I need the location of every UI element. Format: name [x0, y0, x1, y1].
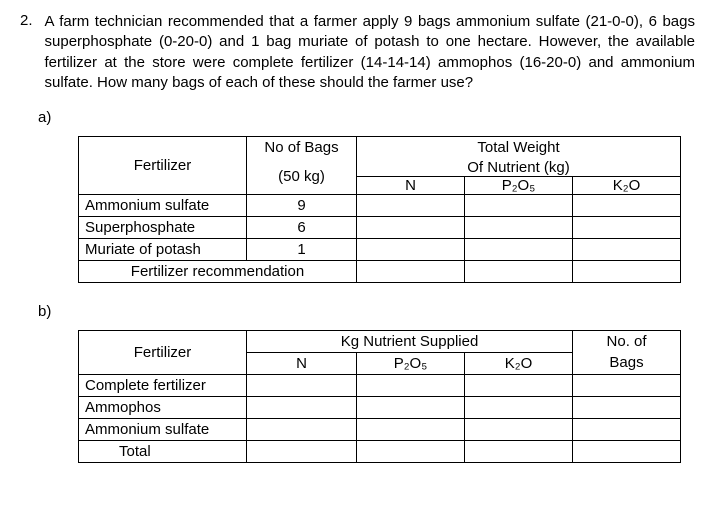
cell-k [573, 238, 681, 260]
hdr-n: N [357, 177, 465, 194]
footer-label: Fertilizer recommendation [79, 260, 357, 282]
cell-k [465, 374, 573, 396]
cell-p [357, 440, 465, 462]
table-b-wrap: Fertilizer Kg Nutrient Supplied No. of N… [78, 330, 695, 463]
cell-p [357, 418, 465, 440]
table-a-header-row1: Fertilizer No of Bags Total Weight [79, 137, 681, 159]
footer-label: Total [79, 440, 247, 462]
cell-n [247, 418, 357, 440]
hdr-k2o: K₂O [573, 177, 680, 194]
problem-text: A farm technician recommended that a far… [45, 12, 695, 93]
cell-p [357, 374, 465, 396]
cell-bags: 1 [247, 238, 357, 260]
cell-bags [573, 374, 681, 396]
cell-k [465, 440, 573, 462]
hdr-p2o5: P₂O₅ [357, 352, 465, 374]
cell-n [247, 440, 357, 462]
cell-p [465, 194, 573, 216]
cell-name: Superphosphate [79, 216, 247, 238]
table-b-footer: Total [79, 440, 681, 462]
cell-n [357, 260, 465, 282]
cell-p [465, 216, 573, 238]
table-row: Superphosphate 6 [79, 216, 681, 238]
table-row: Ammonium sulfate 9 [79, 194, 681, 216]
problem-block: 2. A farm technician recommended that a … [20, 12, 695, 93]
cell-bags: 6 [247, 216, 357, 238]
cell-n [247, 374, 357, 396]
table-a-footer: Fertilizer recommendation [79, 260, 681, 282]
cell-n [357, 238, 465, 260]
cell-p [465, 238, 573, 260]
cell-n [247, 396, 357, 418]
cell-name: Ammonium sulfate [79, 194, 247, 216]
hdr-total-weight-sub: Of Nutrient (kg) [357, 159, 680, 177]
table-b: Fertilizer Kg Nutrient Supplied No. of N… [78, 330, 681, 463]
hdr-p2o5: P₂O₅ [465, 177, 573, 194]
part-b: b) [20, 303, 695, 324]
cell-n [357, 194, 465, 216]
cell-bags: 9 [247, 194, 357, 216]
hdr-bags: No of Bags [247, 137, 357, 159]
hdr-k2o: K₂O [465, 352, 573, 374]
table-a: Fertilizer No of Bags Total Weight (50 k… [78, 136, 681, 283]
cell-k [573, 194, 681, 216]
cell-bags [573, 418, 681, 440]
hdr-bags: No. of [573, 330, 681, 352]
problem-number: 2. [20, 12, 33, 93]
part-a: a) [20, 109, 695, 130]
cell-k [573, 216, 681, 238]
table-b-header-row1: Fertilizer Kg Nutrient Supplied No. of [79, 330, 681, 352]
cell-name: Ammonium sulfate [79, 418, 247, 440]
cell-k [465, 396, 573, 418]
table-row: Muriate of potash 1 [79, 238, 681, 260]
table-a-wrap: Fertilizer No of Bags Total Weight (50 k… [78, 136, 695, 283]
cell-name: Muriate of potash [79, 238, 247, 260]
cell-p [357, 396, 465, 418]
hdr-total-weight: Total Weight [357, 137, 681, 159]
hdr-supplied: Kg Nutrient Supplied [247, 330, 573, 352]
cell-bags [573, 440, 681, 462]
table-row: Ammonium sulfate [79, 418, 681, 440]
cell-name: Ammophos [79, 396, 247, 418]
cell-n [357, 216, 465, 238]
cell-k [573, 260, 681, 282]
table-row: Complete fertilizer [79, 374, 681, 396]
cell-name: Complete fertilizer [79, 374, 247, 396]
cell-p [465, 260, 573, 282]
part-b-label: b) [38, 303, 51, 320]
hdr-fertilizer: Fertilizer [79, 137, 247, 195]
hdr-bags-sub: (50 kg) [247, 159, 357, 195]
part-a-label: a) [38, 109, 51, 126]
hdr-fertilizer: Fertilizer [79, 330, 247, 374]
hdr-n: N [247, 352, 357, 374]
hdr-bags-sub: Bags [573, 352, 681, 374]
cell-bags [573, 396, 681, 418]
table-row: Ammophos [79, 396, 681, 418]
cell-k [465, 418, 573, 440]
